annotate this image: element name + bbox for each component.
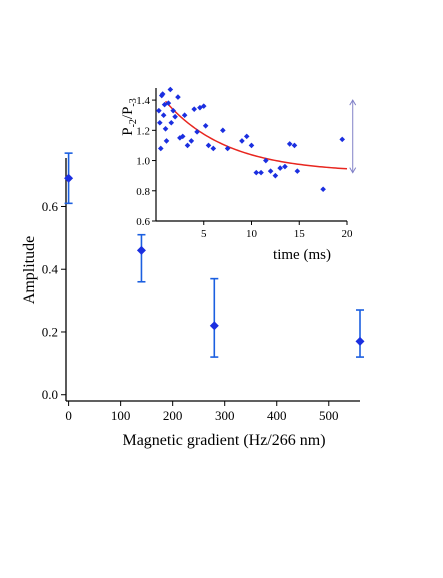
inset-data-point — [157, 145, 164, 152]
inset-y-label-mid: /P — [120, 107, 136, 120]
main-x-tick-label: 100 — [111, 408, 131, 423]
inset-data-point — [172, 113, 178, 120]
main-y-tick-label: 0.6 — [42, 199, 59, 214]
inset-y-label-p1: P — [120, 127, 136, 135]
main-y-tick-label: 0.0 — [42, 387, 58, 402]
inset-data-point — [282, 163, 288, 170]
inset-data-point — [194, 129, 200, 135]
main-data-point — [355, 336, 365, 346]
inset-y-tick-label: 0.6 — [136, 216, 150, 228]
inset-plot-axes: 5 10 15 20 0.6 0.8 1.0 1.2 1.4 — [136, 88, 353, 240]
inset-data-point — [286, 141, 293, 147]
inset-y-axis-label: P-2/P-3 — [120, 98, 139, 136]
inset-plot-marks — [156, 86, 357, 193]
main-x-tick-label: 400 — [267, 408, 287, 423]
inset-data-point — [220, 127, 226, 134]
inset-data-point — [210, 145, 217, 152]
main-plot-marks — [64, 152, 365, 358]
inset-data-point — [191, 106, 197, 112]
inset-x-tick-label: 5 — [201, 228, 207, 240]
inset-fit-curve — [164, 100, 348, 170]
inset-x-tick-label: 20 — [342, 228, 354, 240]
main-plot-axes: 0 100 200 300 400 500 0.0 0.2 0.4 0.6 — [42, 158, 360, 423]
inset-data-point — [156, 107, 162, 114]
inset-x-tick-label: 15 — [294, 228, 306, 240]
inset-y-tick-label: 1.2 — [136, 125, 150, 137]
inset-data-point — [167, 86, 174, 93]
inset-data-point — [197, 104, 203, 111]
inset-data-point — [157, 119, 163, 126]
main-data-point — [209, 321, 219, 331]
main-data-point — [136, 245, 146, 255]
inset-data-point — [162, 126, 169, 132]
inset-x-axis-label: time (ms) — [273, 247, 331, 263]
inset-y-tick-label: 1.0 — [136, 156, 150, 168]
inset-data-point — [205, 142, 212, 149]
main-y-tick-label: 0.4 — [42, 262, 59, 277]
inset-data-point — [277, 165, 283, 171]
inset-range-arrowhead-top — [349, 99, 357, 106]
inset-data-point — [188, 138, 195, 144]
inset-data-point — [243, 133, 250, 140]
inset-data-point — [294, 168, 301, 174]
inset-data-point — [339, 136, 346, 143]
inset-data-point — [263, 157, 269, 164]
inset-data-point — [181, 112, 188, 119]
inset-data-point — [320, 186, 326, 193]
inset-data-point — [272, 172, 279, 179]
inset-data-point — [165, 100, 172, 106]
inset-data-point — [200, 103, 207, 109]
inset-data-point — [160, 112, 167, 119]
main-x-tick-label: 200 — [163, 408, 183, 423]
inset-data-point — [291, 142, 298, 149]
main-data-point — [64, 173, 74, 183]
inset-data-point — [248, 142, 255, 149]
inset-data-point — [253, 169, 260, 176]
main-x-tick-label: 0 — [65, 408, 72, 423]
main-x-tick-label: 500 — [319, 408, 339, 423]
inset-y-label-sub2: -3 — [128, 98, 139, 106]
inset-data-point — [239, 138, 245, 144]
inset-y-tick-label: 1.4 — [136, 95, 150, 107]
main-x-tick-label: 300 — [215, 408, 235, 423]
inset-y-tick-label: 0.8 — [136, 186, 150, 198]
inset-data-point — [159, 91, 166, 97]
inset-range-arrowhead-bottom — [349, 167, 357, 174]
inset-data-point — [184, 142, 191, 149]
main-x-axis-label: Magnetic gradient (Hz/266 nm) — [122, 432, 325, 449]
main-y-axis-label: Amplitude — [21, 236, 38, 304]
inset-data-point — [168, 119, 175, 126]
inset-data-point — [179, 133, 186, 140]
inset-x-tick-label: 10 — [246, 228, 258, 240]
inset-data-point — [267, 168, 274, 174]
inset-data-point — [258, 169, 264, 176]
inset-data-point — [202, 122, 209, 129]
inset-data-point — [170, 107, 176, 114]
inset-data-point — [163, 138, 170, 144]
inset-data-point — [224, 145, 231, 152]
inset-data-point — [175, 94, 181, 100]
inset-y-label-sub1: -2 — [128, 119, 139, 127]
main-y-tick-label: 0.2 — [42, 324, 58, 339]
